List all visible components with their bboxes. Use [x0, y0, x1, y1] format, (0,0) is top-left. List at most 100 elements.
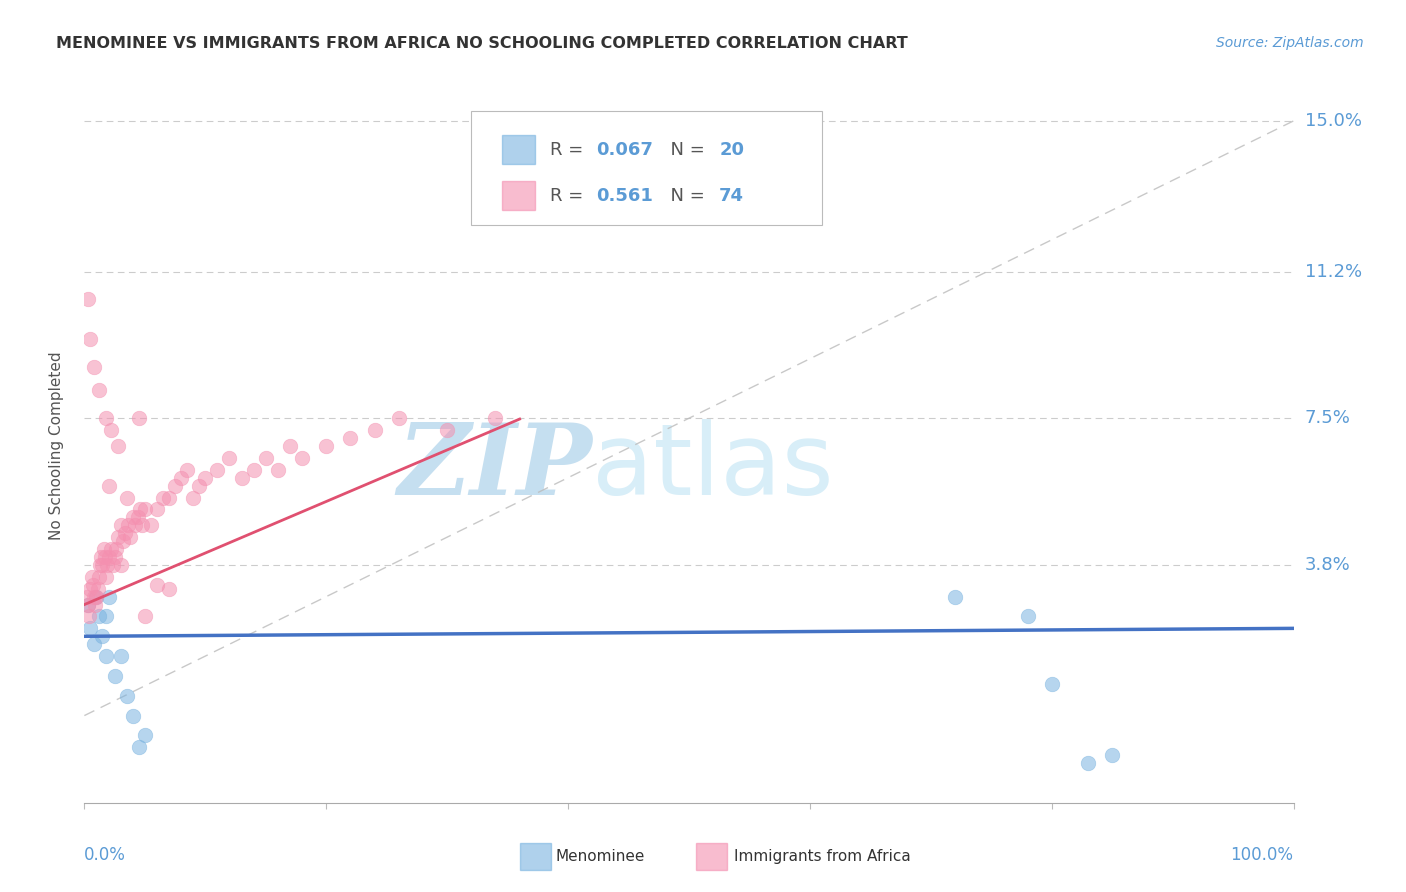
- Point: [146, 578, 169, 592]
- Text: 15.0%: 15.0%: [1305, 112, 1361, 130]
- Point: [388, 411, 411, 425]
- Text: Immigrants from Africa: Immigrants from Africa: [734, 849, 911, 863]
- Text: 20: 20: [720, 141, 744, 159]
- Point: [86, 590, 108, 604]
- Point: [79, 621, 101, 635]
- Text: 3.8%: 3.8%: [1305, 556, 1350, 574]
- Point: [110, 649, 132, 664]
- Text: N =: N =: [659, 141, 710, 159]
- Point: [121, 708, 143, 723]
- Point: [115, 491, 138, 505]
- Point: [131, 518, 153, 533]
- Point: [170, 471, 193, 485]
- Point: [484, 411, 506, 425]
- Text: R =: R =: [550, 186, 595, 204]
- Point: [134, 502, 156, 516]
- Point: [1017, 609, 1039, 624]
- Point: [315, 439, 337, 453]
- Point: [96, 558, 118, 572]
- Point: [943, 590, 966, 604]
- Point: [139, 518, 162, 533]
- Point: [115, 689, 138, 703]
- Point: [87, 384, 110, 398]
- Text: atlas: atlas: [592, 419, 834, 516]
- Point: [100, 542, 122, 557]
- Point: [89, 558, 111, 572]
- Point: [86, 590, 108, 604]
- Text: 0.561: 0.561: [596, 186, 652, 204]
- Point: [121, 510, 143, 524]
- Point: [163, 478, 186, 492]
- Point: [83, 359, 105, 374]
- Point: [242, 463, 264, 477]
- Point: [1101, 748, 1123, 763]
- Y-axis label: No Schooling Completed: No Schooling Completed: [49, 351, 63, 541]
- Point: [103, 558, 125, 572]
- Text: 0.067: 0.067: [596, 141, 652, 159]
- Point: [134, 609, 156, 624]
- Point: [110, 518, 132, 533]
- Point: [157, 582, 180, 596]
- Point: [86, 582, 108, 596]
- Point: [194, 471, 217, 485]
- Point: [114, 526, 136, 541]
- Bar: [502, 181, 536, 210]
- Point: [278, 439, 301, 453]
- Point: [91, 629, 114, 643]
- Point: [84, 598, 107, 612]
- Point: [134, 728, 156, 742]
- Point: [94, 570, 117, 584]
- Point: [76, 590, 98, 604]
- Point: [80, 570, 103, 584]
- Point: [82, 578, 104, 592]
- Point: [207, 463, 229, 477]
- Point: [107, 530, 129, 544]
- Text: N =: N =: [659, 186, 710, 204]
- Point: [83, 637, 105, 651]
- Point: [128, 411, 150, 425]
- Point: [436, 423, 458, 437]
- Point: [120, 530, 142, 544]
- Text: MENOMINEE VS IMMIGRANTS FROM AFRICA NO SCHOOLING COMPLETED CORRELATION CHART: MENOMINEE VS IMMIGRANTS FROM AFRICA NO S…: [56, 36, 908, 51]
- Point: [104, 669, 127, 683]
- Point: [94, 609, 117, 624]
- Point: [339, 431, 361, 445]
- Point: [1077, 756, 1099, 771]
- Point: [87, 609, 110, 624]
- Text: 7.5%: 7.5%: [1305, 409, 1351, 427]
- Point: [157, 491, 180, 505]
- Point: [231, 471, 253, 485]
- Point: [363, 423, 385, 437]
- Point: [91, 558, 114, 572]
- Point: [77, 598, 100, 612]
- FancyBboxPatch shape: [471, 111, 823, 225]
- Point: [152, 491, 174, 505]
- Point: [146, 502, 169, 516]
- Point: [218, 450, 240, 465]
- Point: [93, 542, 115, 557]
- Point: [79, 332, 101, 346]
- Text: R =: R =: [550, 141, 589, 159]
- Text: 0.0%: 0.0%: [84, 846, 127, 863]
- Point: [100, 423, 122, 437]
- Point: [104, 549, 127, 564]
- Text: 74: 74: [720, 186, 744, 204]
- Point: [127, 510, 149, 524]
- Point: [124, 518, 146, 533]
- Text: 100.0%: 100.0%: [1230, 846, 1294, 863]
- Bar: [502, 136, 536, 164]
- Point: [77, 609, 100, 624]
- Text: Menominee: Menominee: [555, 849, 645, 863]
- Point: [1040, 677, 1063, 691]
- Text: 11.2%: 11.2%: [1305, 262, 1362, 281]
- Point: [254, 450, 277, 465]
- Point: [176, 463, 198, 477]
- Point: [97, 478, 120, 492]
- Point: [129, 502, 152, 516]
- Point: [94, 649, 117, 664]
- Point: [267, 463, 290, 477]
- Point: [90, 549, 112, 564]
- Text: ZIP: ZIP: [398, 419, 592, 516]
- Point: [117, 518, 139, 533]
- Text: Source: ZipAtlas.com: Source: ZipAtlas.com: [1216, 36, 1364, 50]
